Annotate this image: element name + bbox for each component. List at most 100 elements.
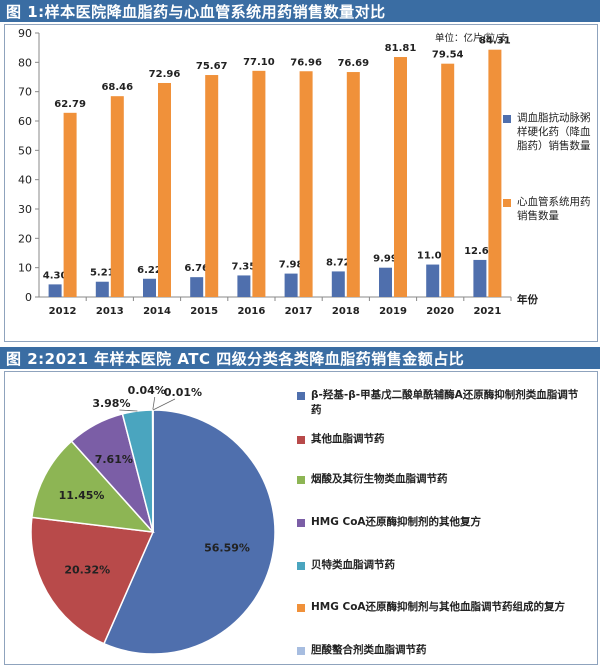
pie-data-label: 11.45% [59,489,105,502]
chart1-title-band: 图 1:样本医院降血脂药与心血管系统用药销售数量对比 [0,0,600,22]
bar-series-1 [190,277,204,297]
bar-series-2 [63,112,77,297]
bar-series-2 [346,72,360,297]
pie-data-label: 3.98% [92,397,130,410]
legend-swatch-series-2 [503,199,511,207]
x-tick-label: 2018 [332,306,360,317]
pie-data-label: 0.01% [164,386,202,399]
bar-series-2 [110,96,124,298]
pie-legend-label: 烟酸及其衍生物类血脂调节药 [311,473,448,485]
bar-series-1 [48,284,62,297]
y-tick-label: 0 [25,291,32,304]
pie-legend-swatch [297,519,305,527]
leader-line [152,398,176,411]
pie-legend-label: HMG CoA还原酶抑制剂与其他血脂调节药组成的复方 [311,601,566,613]
data-label-series-2: 81.81 [385,43,417,54]
pie-legend-label: HMG CoA还原酶抑制剂的其他复方 [311,516,482,528]
pie-data-label: 56.59% [204,542,250,555]
data-label-series-1: 4.30 [43,270,68,281]
x-tick-label: 2012 [49,306,77,317]
chart2-title: 图 2:2021 年样本医院 ATC 四级分类各类降血脂药销售金额占比 [6,350,465,368]
data-label-series-1: 5.21 [90,268,115,279]
data-label-series-1: 7.35 [232,261,257,272]
pie-legend-swatch [297,604,305,612]
bar-series-1 [379,267,392,297]
bar-series-2 [252,70,266,297]
x-tick-label: 2021 [473,306,501,317]
data-label-series-2: 75.67 [196,61,228,72]
data-label-series-1: 11.06 [417,251,449,262]
bar-series-2 [441,63,455,298]
y-tick-label: 10 [18,262,32,275]
data-label-series-1: 8.72 [326,257,351,268]
pie-legend-item: 贝特类血脂调节药 [297,558,587,573]
pie-legend-label: 其他血脂调节药 [311,433,385,445]
y-tick-label: 20 [18,232,32,245]
bar-chart: 0 10 20 30 40 50 60 70 80 90 4.30 62.79 2012 5.21 68.4… [18,27,538,317]
bar-series-1 [284,273,298,297]
x-tick-label: 2015 [190,306,218,317]
bar-series-1 [331,271,345,297]
bar-series-2 [299,71,313,297]
legend-swatch-series-1 [503,115,511,123]
x-tick-label: 2014 [143,306,171,317]
pie-legend-label: 胆酸螯合剂类血脂调节药 [311,644,427,656]
pie-data-label: 7.61% [95,453,133,466]
legend-item-series-1: 调血脂抗动脉粥样硬化药（降血脂药）销售数量 [503,111,591,153]
data-label-series-2: 84.31 [479,36,511,47]
pie-slice [30,516,155,645]
chart2-title-band: 图 2:2021 年样本医院 ATC 四级分类各类降血脂药销售金额占比 [0,347,600,369]
y-tick-label: 30 [18,203,32,216]
pie-legend-swatch [297,647,305,655]
bar-series-1 [473,259,487,297]
pie-legend-item: HMG CoA还原酶抑制剂与其他血脂调节药组成的复方 [297,600,587,615]
bar-series-2 [158,82,171,297]
pie-legend-swatch [297,436,305,444]
leader-line [119,409,138,412]
y-tick-label: 60 [18,115,32,128]
x-tick-label: 2020 [426,306,454,317]
data-label-series-1: 9.99 [373,254,398,265]
bar-series-2 [394,57,407,297]
legend-label-series-2: 心血管系统用药销售数量 [517,196,591,222]
data-label-series-1: 12.64 [464,246,496,257]
y-tick-label: 40 [18,174,32,187]
bar-series-1 [426,264,440,297]
y-tick-label: 50 [18,144,32,157]
pie-data-label: 20.32% [64,563,110,576]
legend-label-series-1: 调血脂抗动脉粥样硬化药（降血脂药）销售数量 [517,112,591,152]
pie-legend-item: 其他血脂调节药 [297,432,587,447]
leader-line [152,396,156,411]
pie-chart-panel: 56.59% 20.32% 11.45% 7.61% 3.98% 0.04% 0.01% β… [4,371,598,665]
pie-slice [31,440,155,533]
bar-series-1 [95,281,109,297]
data-label-series-2: 77.10 [243,57,275,68]
pie-legend-swatch [297,392,305,400]
data-label-series-2: 68.46 [101,82,133,93]
x-tick-label: 2013 [96,306,124,317]
pie-legend-item: 胆酸螯合剂类血脂调节药 [297,643,587,658]
pie-slice [102,409,276,655]
x-tick-label: 2019 [379,306,407,317]
bar-series-2 [205,75,219,297]
y-tick-label: 70 [18,86,32,99]
data-label-series-2: 72.96 [149,69,181,80]
y-tick-label: 90 [18,27,32,40]
data-label-series-2: 76.69 [337,58,369,69]
pie-legend-swatch [297,476,305,484]
pie-legend-label: 贝特类血脂调节药 [311,559,395,571]
data-label-series-1: 6.22 [137,265,162,276]
pie-legend-label: β-羟基-β-甲基戊二酸单酰辅酶A还原酶抑制剂类血脂调节药 [311,389,579,416]
x-tick-label: 2017 [285,306,313,317]
pie-legend-swatch [297,562,305,570]
bar-series-2 [488,49,502,297]
bar-series-1 [143,278,156,297]
pie-legend-item: 烟酸及其衍生物类血脂调节药 [297,472,587,487]
bar-chart-panel: 0 10 20 30 40 50 60 70 80 90 4.30 62.79 2012 5.21 68.4… [4,24,598,342]
data-label-series-1: 7.98 [279,260,304,271]
pie-legend-item: HMG CoA还原酶抑制剂的其他复方 [297,515,587,530]
x-axis-label: 年份 [517,293,538,306]
data-label-series-2: 79.54 [432,50,464,61]
data-label-series-2: 76.96 [290,57,322,68]
data-label-series-1: 6.76 [184,263,209,274]
